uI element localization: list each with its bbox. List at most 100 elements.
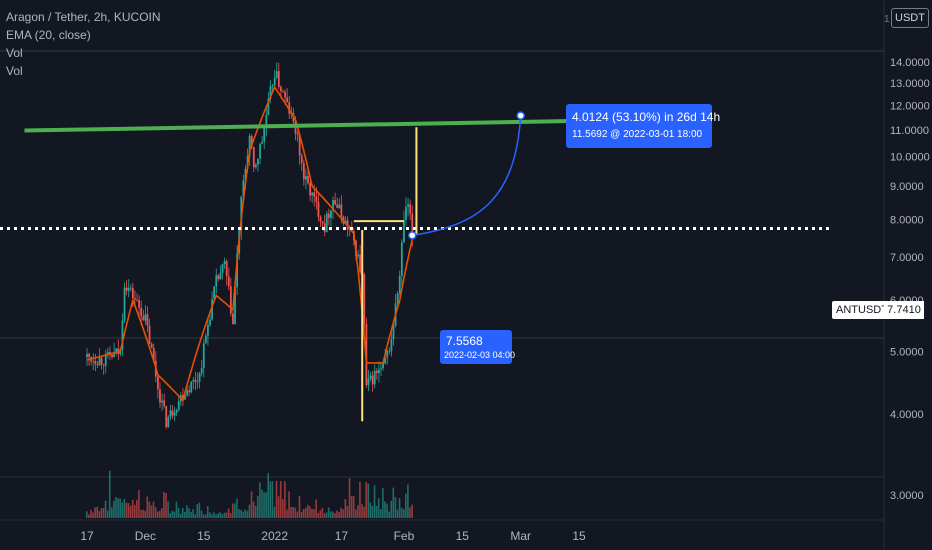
candle-body (98, 357, 101, 366)
volume-bar (150, 505, 153, 518)
y-tick-label: 8.0000 (890, 214, 924, 226)
volume-bar (223, 512, 226, 518)
candle-body (121, 320, 124, 350)
volume-bar (325, 512, 328, 518)
volume-bar (340, 507, 342, 518)
volume-bar (329, 511, 332, 518)
volume-bar (338, 512, 340, 518)
candle-body (173, 412, 176, 416)
candle-body (125, 287, 128, 291)
candle-body (219, 272, 222, 280)
candle-body (138, 300, 141, 308)
legend-vol-1[interactable]: Vol (6, 46, 23, 60)
volume-bar (256, 495, 259, 518)
volume-bar (265, 492, 267, 518)
candle-body (213, 286, 216, 300)
y-tick-label: 5.0000 (890, 346, 924, 358)
candle-body (388, 350, 391, 352)
volume-bar (177, 507, 180, 518)
volume-bar (332, 511, 334, 518)
volume-bar (142, 509, 144, 518)
volume-bar (156, 511, 159, 518)
volume-bar (188, 508, 190, 518)
y-tick-label: 11.0000 (890, 125, 929, 137)
candle-body (131, 287, 134, 299)
currency-unit-badge[interactable]: USDT (891, 8, 929, 28)
x-tick-label: 2022 (261, 529, 288, 543)
projection-entry-label[interactable]: 7.5568 2022-02-03 04:00 (440, 330, 515, 364)
volume-bar (392, 487, 395, 518)
volume-bar (138, 490, 140, 518)
candle-body (405, 206, 407, 221)
candle-body (265, 115, 268, 128)
projection-curve (412, 115, 522, 237)
volume-bar (379, 509, 382, 518)
candle-body (344, 220, 347, 224)
candle-body (204, 335, 207, 344)
candle-body (336, 204, 339, 209)
candle-body (163, 400, 166, 407)
volume-bar (269, 481, 272, 518)
volume-bar (213, 512, 215, 518)
candle-body (252, 147, 255, 168)
symbol-price-label: ANTUSDT (832, 301, 892, 319)
candle-body (386, 350, 389, 358)
volume-bar (115, 497, 117, 518)
candle-body (169, 410, 172, 417)
drawing-layer (0, 111, 830, 422)
volume-bar (277, 496, 280, 518)
volume-bar (248, 504, 251, 518)
volume-bar (165, 493, 167, 518)
legend-ema[interactable]: EMA (20, close) (6, 28, 91, 42)
volume-bar (240, 509, 242, 518)
candle-body (319, 216, 322, 222)
volume-layer (86, 470, 413, 518)
candle-body (367, 378, 370, 386)
candle-body (127, 288, 130, 291)
volume-bar (290, 506, 292, 518)
volume-bar (367, 483, 370, 518)
projection-target-label[interactable]: 4.0124 (53.10%) in 26d 14h 11.5692 @ 202… (566, 104, 720, 148)
volume-bar (402, 509, 405, 518)
candle-body (106, 351, 109, 354)
candle-body (134, 298, 136, 300)
candle-body (338, 204, 341, 209)
volume-bar (390, 500, 393, 518)
candle-body (254, 164, 257, 168)
volume-bar (106, 510, 109, 518)
volume-bar (242, 511, 244, 518)
volume-bar (92, 512, 94, 518)
y-tick-label: 12.0000 (890, 100, 930, 112)
volume-bar (321, 508, 324, 518)
candle-body (309, 183, 311, 196)
x-tick-label: 15 (572, 529, 586, 543)
volume-bar (315, 499, 317, 518)
candle-body (190, 381, 193, 393)
volume-bar (354, 509, 357, 518)
candle-body (396, 293, 399, 304)
volume-bar (136, 499, 138, 518)
x-tick-label: 15 (456, 529, 470, 543)
candle-body (221, 263, 224, 273)
legend-title[interactable]: Aragon / Tether, 2h, KUCOIN (6, 10, 161, 24)
volume-bar (352, 496, 355, 518)
volume-bar (411, 504, 413, 518)
volume-bar (175, 501, 178, 518)
volume-bar (152, 501, 155, 518)
volume-bar (317, 512, 320, 518)
volume-bar (388, 511, 390, 518)
candle-body (177, 401, 180, 410)
volume-bar (373, 485, 376, 518)
volume-bar (350, 495, 353, 518)
resistance-trendline (24, 117, 671, 133)
volume-bar (304, 507, 307, 518)
candle-body (242, 180, 245, 197)
ema-line (86, 85, 414, 403)
x-tick-label: Dec (135, 529, 156, 543)
volume-bar (183, 512, 186, 518)
candle-body (167, 416, 170, 428)
volume-bar (221, 514, 224, 518)
legend-vol-2[interactable]: Vol (6, 64, 23, 78)
candle-body (223, 261, 226, 264)
